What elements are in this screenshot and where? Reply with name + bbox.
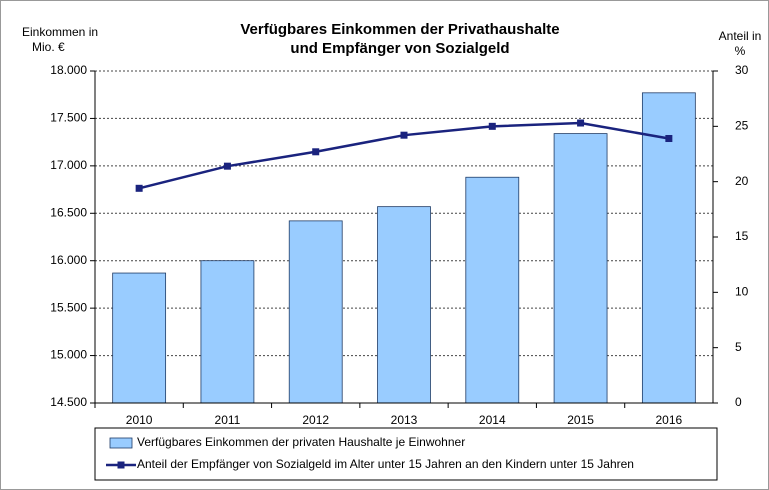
- line-marker: [400, 131, 408, 139]
- line-marker: [488, 122, 496, 130]
- x-tick-label: 2016: [656, 413, 683, 427]
- line-marker: [665, 135, 673, 143]
- x-tick-label: 2010: [126, 413, 153, 427]
- legend-box: [94, 427, 718, 481]
- y2-axis-label: Anteil in: [719, 29, 762, 43]
- y2-tick-label: 25: [735, 119, 749, 133]
- y-tick-label: 15.000: [50, 348, 87, 362]
- x-tick-label: 2015: [567, 413, 594, 427]
- y2-axis-label: %: [735, 44, 746, 58]
- y-tick-label: 17.000: [50, 158, 87, 172]
- y-tick-label: 18.000: [50, 63, 87, 77]
- y2-tick-label: 30: [735, 63, 749, 77]
- legend-swatch: [117, 461, 125, 469]
- x-tick-label: 2011: [215, 413, 241, 427]
- x-tick-label: 2013: [391, 413, 418, 427]
- y-tick-label: 15.500: [50, 300, 87, 314]
- legend-swatch: [109, 437, 133, 449]
- legend-label: Anteil der Empfänger von Sozialgeld im A…: [137, 457, 634, 471]
- y2-tick-label: 10: [735, 285, 749, 299]
- y2-tick-label: 15: [735, 229, 749, 243]
- legend-label: Verfügbares Einkommen der privaten Haush…: [137, 435, 465, 449]
- y-tick-label: 16.000: [50, 253, 87, 267]
- line-marker: [577, 119, 585, 127]
- bar: [200, 260, 255, 404]
- y-tick-label: 17.500: [50, 111, 87, 125]
- bar: [112, 272, 167, 404]
- bar: [553, 133, 608, 404]
- line-marker: [135, 184, 143, 192]
- y2-tick-label: 5: [735, 340, 742, 354]
- y-tick-label: 16.500: [50, 205, 87, 219]
- bar: [288, 220, 343, 404]
- bar: [377, 206, 431, 404]
- y-axis-label: Mio. €: [32, 40, 65, 54]
- y2-tick-label: 20: [735, 174, 749, 188]
- chart-title: Verfügbares Einkommen der Privathaushalt…: [240, 21, 559, 38]
- line-marker: [312, 148, 320, 156]
- x-tick-label: 2012: [302, 413, 329, 427]
- line-marker: [223, 162, 231, 170]
- x-tick-label: 2014: [479, 413, 506, 427]
- chart-title: und Empfänger von Sozialgeld: [290, 40, 509, 57]
- y2-tick-label: 0: [735, 395, 742, 409]
- bar: [465, 176, 520, 404]
- y-tick-label: 14.500: [50, 395, 87, 409]
- y-axis-label: Einkommen in: [22, 25, 98, 39]
